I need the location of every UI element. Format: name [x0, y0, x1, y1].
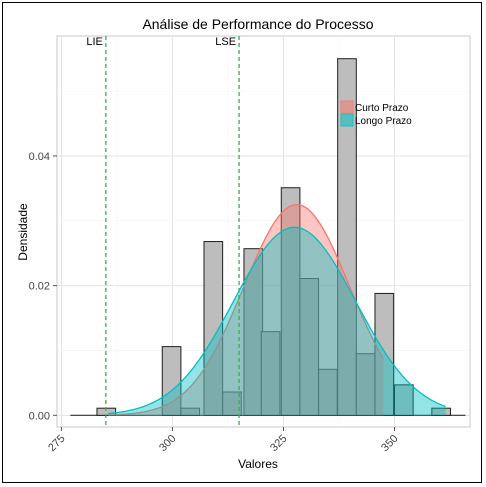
histogram-bar	[337, 58, 357, 416]
histogram-bar	[260, 331, 281, 416]
x-tick-label: 350	[379, 433, 400, 454]
x-tick-label: 325	[268, 433, 289, 454]
density-area	[108, 204, 384, 416]
legend-key	[340, 113, 354, 127]
density-curves	[108, 203, 446, 416]
histogram-bar	[431, 407, 451, 416]
histogram-bars	[70, 58, 466, 416]
spec-limit-label: LSE	[215, 36, 236, 48]
histogram-bar	[203, 241, 224, 416]
spec-limit-label: LIE	[86, 36, 103, 48]
y-tick-label: 0.04	[29, 151, 50, 163]
histogram-bar	[180, 407, 201, 416]
histogram-bar	[161, 346, 182, 416]
legend-label: Curto Prazo	[355, 103, 409, 114]
histogram-bar	[222, 391, 242, 416]
legend: Curto Prazo Longo Prazo	[340, 100, 412, 127]
y-tick-label: 0.02	[29, 281, 50, 293]
histogram-bar	[299, 278, 320, 416]
legend-key	[340, 100, 354, 114]
density-line	[108, 226, 446, 415]
y-tick-label: 0.00	[29, 410, 50, 422]
x-tick-label: 300	[157, 433, 178, 454]
histogram-bar	[394, 384, 414, 416]
x-axis-label: Valores	[238, 457, 278, 471]
density-area	[108, 227, 446, 416]
legend-label: Longo Prazo	[355, 116, 412, 127]
spec-limit-lines: LIE LSE	[86, 36, 240, 427]
chart-title: Análise de Performance do Processo	[142, 16, 373, 32]
y-axis-label: Densidade	[16, 203, 30, 261]
x-tick-label: 275	[46, 433, 67, 454]
histogram-bar	[374, 292, 395, 416]
density-line	[108, 203, 384, 416]
